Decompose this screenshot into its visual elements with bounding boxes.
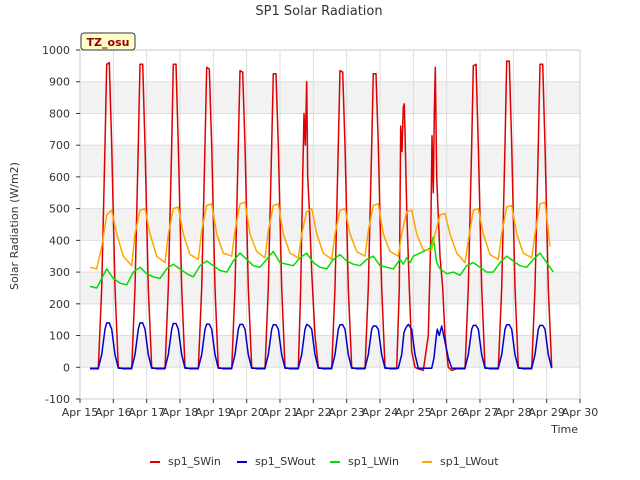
x-tick-label: Apr 22 (295, 406, 332, 419)
y-tick-label: 600 (49, 171, 70, 184)
y-tick-label: 0 (63, 361, 70, 374)
x-axis-label: Time (550, 423, 578, 436)
series-layer (89, 60, 554, 372)
y-tick-label: 100 (49, 330, 70, 343)
y-tick-label: 500 (49, 203, 70, 216)
y-axis-label: Solar Radiation (W/m2) (8, 162, 21, 290)
x-tick-label: Apr 17 (128, 406, 165, 419)
series-line-sp1_LWout (89, 201, 551, 270)
grid-band (80, 145, 580, 177)
badge-box (80, 32, 136, 51)
grid-band (80, 81, 580, 114)
y-tick-label: -100 (45, 393, 70, 406)
series-line-sp1_LWin (89, 236, 554, 289)
x-tick-label: Apr 24 (362, 406, 399, 419)
x-tick-label: Apr 27 (462, 406, 499, 419)
legend-label-sp1_LWin: sp1_LWin (348, 455, 399, 468)
x-tick-label: Apr 29 (528, 406, 565, 419)
legend-label-sp1_LWout: sp1_LWout (440, 455, 499, 468)
axes (79, 49, 581, 400)
x-tick-label: Apr 25 (395, 406, 432, 419)
y-tick-label: 700 (49, 139, 70, 152)
x-tick-label: Apr 18 (162, 406, 199, 419)
x-tick-label: Apr 26 (428, 406, 465, 419)
x-tick-label: Apr 28 (495, 406, 532, 419)
x-tick-label: Apr 23 (328, 406, 365, 419)
legend: sp1_SWin sp1_SWout sp1_LWin sp1_LWout (150, 455, 499, 468)
grid-band (80, 208, 580, 241)
chart-title: SP1 Solar Radiation (255, 4, 382, 19)
badge-label: TZ_osu (87, 36, 130, 49)
y-tick-label: 300 (49, 266, 70, 279)
y-tick-label: 400 (49, 234, 70, 247)
y-tick-label: 800 (49, 107, 70, 120)
legend-label-sp1_SWin: sp1_SWin (168, 455, 221, 468)
y-tick-label: 200 (49, 298, 70, 311)
x-tick-label: Apr 21 (262, 406, 299, 419)
plot-background (80, 50, 580, 399)
timezone-badge: TZ_osu (80, 32, 136, 51)
y-tick-label: 1000 (42, 44, 70, 57)
x-tick-label: Apr 16 (95, 406, 132, 419)
x-tick-label: Apr 19 (195, 406, 232, 419)
plot-frame (79, 49, 581, 400)
grid-band (80, 335, 580, 368)
x-tick-label: Apr 15 (62, 406, 99, 419)
x-tick-label: Apr 20 (228, 406, 265, 419)
x-tick-label: Apr 30 (562, 406, 599, 419)
y-tick-label: 900 (49, 76, 70, 89)
legend-label-sp1_SWout: sp1_SWout (255, 455, 316, 468)
grid-band (80, 272, 580, 304)
y-axis-ticks: -100 0 100 200 300 400 500 600 700 800 900 1000 (42, 44, 80, 406)
series-line-sp1_SWin (90, 60, 553, 372)
series-line-sp1_SWout (90, 322, 553, 369)
